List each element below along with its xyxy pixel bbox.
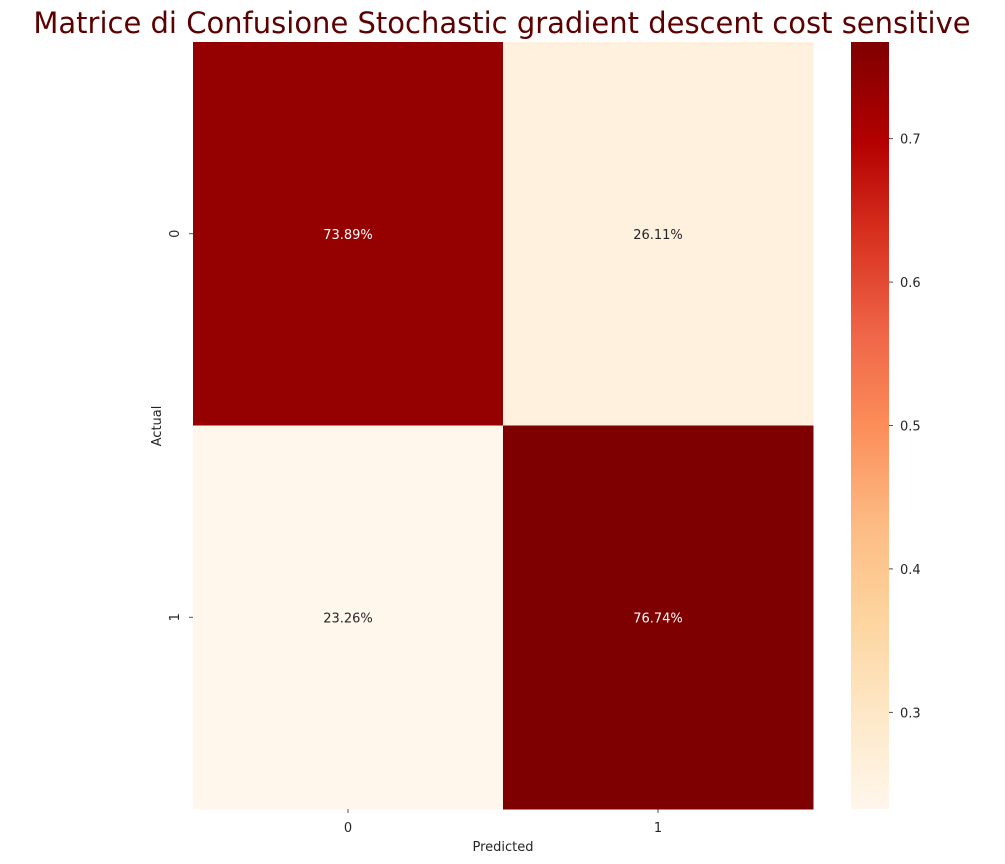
colorbar-tick-label-1: 0.4 bbox=[900, 563, 921, 578]
cell-label-0-0: 73.89% bbox=[323, 228, 373, 243]
x-tick-label-1: 1 bbox=[654, 821, 662, 836]
x-axis-label: Predicted bbox=[472, 840, 533, 855]
colorbar-tick-label-0: 0.3 bbox=[900, 706, 921, 721]
heatmap-cells: 73.89% 26.11% 23.26% 76.74% bbox=[193, 42, 814, 810]
colorbar bbox=[851, 42, 889, 809]
colorbar-tick-label-2: 0.5 bbox=[900, 420, 921, 435]
y-tick-label-0: 0 bbox=[168, 230, 183, 238]
heatmap-cell-0-1 bbox=[503, 42, 814, 426]
y-axis-ticks: 01 bbox=[168, 230, 193, 621]
y-axis-label: Actual bbox=[150, 406, 165, 447]
heatmap-cell-1-0 bbox=[193, 425, 504, 810]
cell-label-1-1: 76.74% bbox=[633, 611, 683, 626]
y-tick-label-1: 1 bbox=[168, 613, 183, 621]
colorbar-tick-label-3: 0.6 bbox=[900, 276, 921, 291]
heatmap-cell-0-0 bbox=[193, 42, 504, 426]
colorbar-tick-label-4: 0.7 bbox=[900, 133, 921, 148]
colorbar-ticks: 0.3 0.4 0.5 0.6 0.7 bbox=[889, 133, 921, 721]
cell-label-1-0: 23.26% bbox=[323, 611, 373, 626]
x-tick-label-0: 0 bbox=[344, 821, 352, 836]
heatmap-cell-1-1 bbox=[503, 425, 814, 810]
cell-label-0-1: 26.11% bbox=[633, 228, 683, 243]
chart-title: Matrice di Confusione Stochastic gradien… bbox=[33, 6, 970, 40]
